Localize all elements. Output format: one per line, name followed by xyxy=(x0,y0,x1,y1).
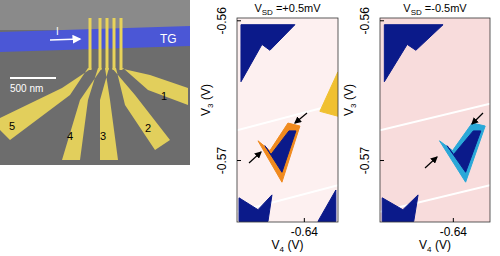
svg-text:4: 4 xyxy=(67,130,73,142)
svg-text:1: 1 xyxy=(161,90,167,102)
svg-text:V4 (V): V4 (V) xyxy=(419,238,451,254)
svg-text:-0.57: -0.57 xyxy=(215,147,229,175)
svg-text:-0.56: -0.56 xyxy=(215,7,229,35)
svg-text:500 nm: 500 nm xyxy=(10,83,43,94)
svg-text:3: 3 xyxy=(100,130,106,142)
svg-text:V4 (V): V4 (V) xyxy=(272,238,304,254)
svg-text:VSD =+0.5mV: VSD =+0.5mV xyxy=(254,2,321,17)
svg-text:-0.56: -0.56 xyxy=(358,7,372,35)
svg-text:-0.64: -0.64 xyxy=(291,225,319,239)
svg-text:V3 (V): V3 (V) xyxy=(199,84,215,116)
svg-text:-0.64: -0.64 xyxy=(440,225,468,239)
svg-text:V3 (V): V3 (V) xyxy=(342,84,358,116)
svg-text:I: I xyxy=(56,26,59,37)
svg-text:-0.57: -0.57 xyxy=(358,147,372,175)
svg-text:VSD =-0.5mV: VSD =-0.5mV xyxy=(403,2,467,17)
svg-text:TG: TG xyxy=(160,32,177,46)
svg-text:5: 5 xyxy=(9,120,15,132)
svg-text:2: 2 xyxy=(145,122,151,134)
